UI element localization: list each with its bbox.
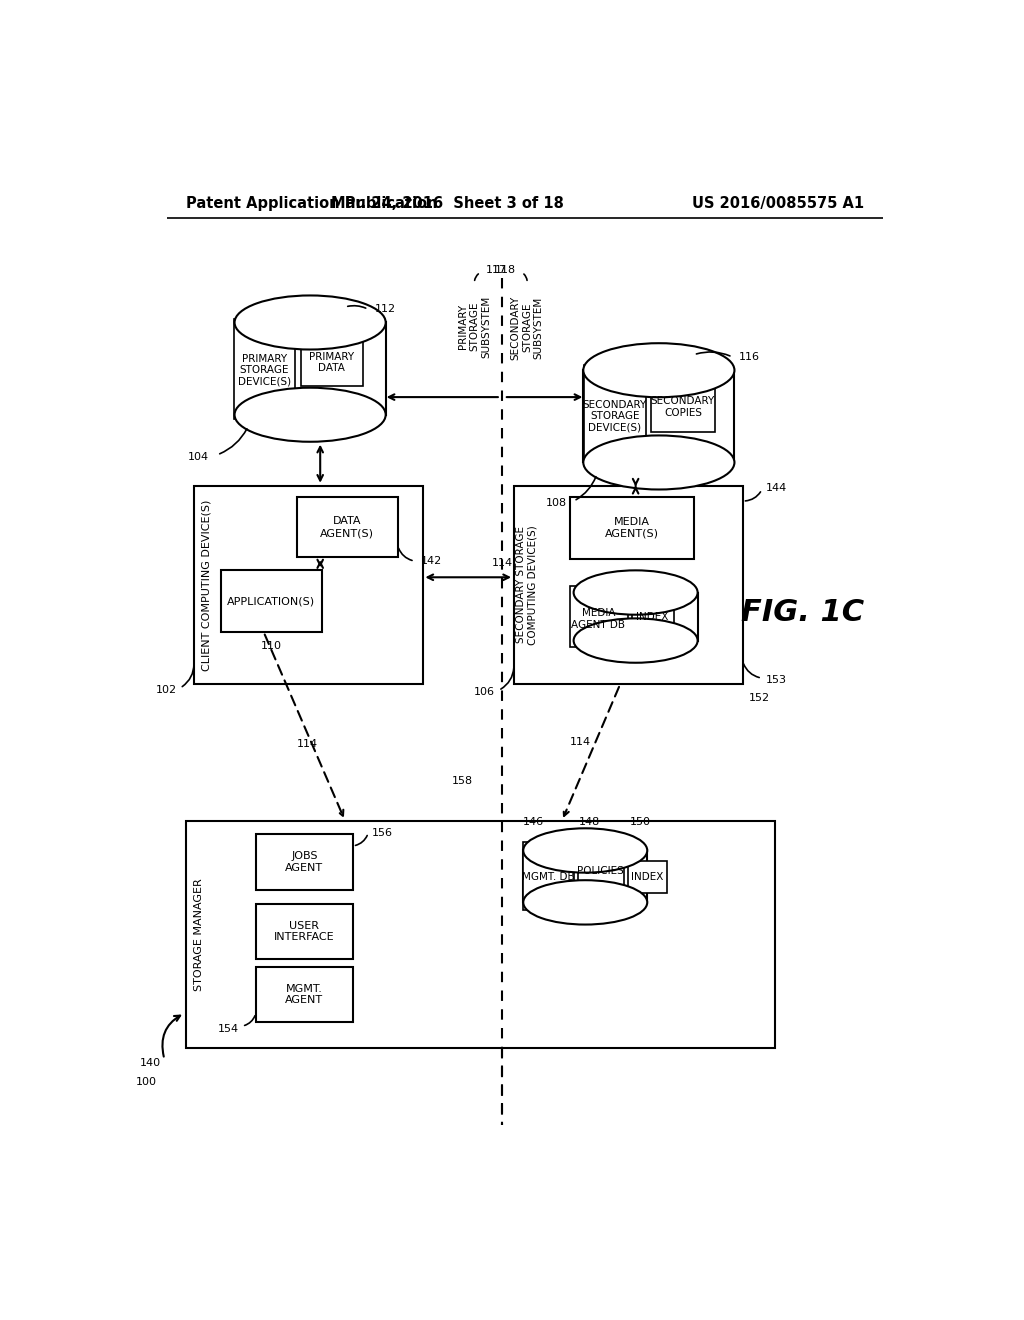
Text: 144: 144 xyxy=(766,483,787,492)
Text: 112: 112 xyxy=(375,305,395,314)
Text: 156: 156 xyxy=(372,828,393,838)
Ellipse shape xyxy=(573,570,697,615)
Text: 116: 116 xyxy=(738,352,760,362)
Bar xyxy=(584,370,734,462)
Bar xyxy=(573,593,697,640)
Text: 154: 154 xyxy=(218,1023,239,1034)
Bar xyxy=(256,966,352,1022)
Text: 146: 146 xyxy=(523,817,545,828)
Text: PRIMARY
STORAGE
DEVICE(S): PRIMARY STORAGE DEVICE(S) xyxy=(238,354,291,387)
Text: CLIENT COMPUTING DEVICE(S): CLIENT COMPUTING DEVICE(S) xyxy=(202,499,211,671)
Bar xyxy=(632,595,675,638)
Ellipse shape xyxy=(234,388,386,442)
Text: MGMT. DB: MGMT. DB xyxy=(522,871,574,882)
Text: SECONDARY
STORAGE
SUBSYSTEM: SECONDARY STORAGE SUBSYSTEM xyxy=(511,296,544,360)
Text: Mar. 24, 2016  Sheet 3 of 18: Mar. 24, 2016 Sheet 3 of 18 xyxy=(331,195,564,211)
Bar xyxy=(234,318,295,418)
Bar xyxy=(584,364,646,465)
Bar xyxy=(578,851,624,890)
Text: PRIMARY
DATA: PRIMARY DATA xyxy=(309,351,354,374)
Bar xyxy=(569,498,693,558)
Text: Patent Application Publication: Patent Application Publication xyxy=(186,195,437,211)
Text: INDEX: INDEX xyxy=(637,611,669,622)
Bar xyxy=(221,570,322,632)
Text: MEDIA
AGENT(S): MEDIA AGENT(S) xyxy=(605,517,658,539)
Text: 142: 142 xyxy=(421,556,442,566)
Text: 148: 148 xyxy=(579,817,600,828)
Text: PRIMARY
STORAGE
SUBSYSTEM: PRIMARY STORAGE SUBSYSTEM xyxy=(458,296,492,358)
Bar xyxy=(569,586,628,647)
Bar xyxy=(297,498,397,557)
Text: 118: 118 xyxy=(495,265,515,275)
Ellipse shape xyxy=(523,880,647,924)
Ellipse shape xyxy=(584,343,734,397)
Text: JOBS
AGENT: JOBS AGENT xyxy=(286,851,324,873)
Text: 102: 102 xyxy=(156,685,177,696)
Ellipse shape xyxy=(584,436,734,490)
Bar xyxy=(256,904,352,960)
Text: STORAGE MANAGER: STORAGE MANAGER xyxy=(194,878,204,990)
Bar xyxy=(194,486,423,684)
Text: 140: 140 xyxy=(140,1059,162,1068)
Text: FIG. 1C: FIG. 1C xyxy=(740,598,864,627)
Text: 110: 110 xyxy=(261,640,282,651)
Text: 150: 150 xyxy=(630,817,651,828)
Text: APPLICATION(S): APPLICATION(S) xyxy=(227,597,315,606)
Bar xyxy=(523,850,647,903)
Text: 114: 114 xyxy=(492,558,513,569)
Text: DATA
AGENT(S): DATA AGENT(S) xyxy=(321,516,375,539)
Text: 106: 106 xyxy=(473,686,495,697)
Text: SECONDARY
STORAGE
DEVICE(S): SECONDARY STORAGE DEVICE(S) xyxy=(583,400,647,433)
Bar xyxy=(234,322,386,414)
Text: 117: 117 xyxy=(486,265,507,275)
Text: POLICIES: POLICIES xyxy=(578,866,624,875)
Ellipse shape xyxy=(573,618,697,663)
Bar xyxy=(651,378,715,432)
Text: US 2016/0085575 A1: US 2016/0085575 A1 xyxy=(692,195,864,211)
Text: 114: 114 xyxy=(569,737,591,747)
Text: 158: 158 xyxy=(453,776,473,785)
Bar xyxy=(256,834,352,890)
Text: SECONDARY STORAGE
COMPUTING DEVICE(S): SECONDARY STORAGE COMPUTING DEVICE(S) xyxy=(515,525,538,645)
Text: 100: 100 xyxy=(135,1077,157,1088)
Text: MGMT.
AGENT: MGMT. AGENT xyxy=(286,983,324,1006)
Text: SECONDARY
COPIES: SECONDARY COPIES xyxy=(651,396,715,418)
Bar xyxy=(523,842,573,909)
Bar xyxy=(514,486,742,684)
Text: 153: 153 xyxy=(766,676,786,685)
Text: 108: 108 xyxy=(546,499,566,508)
Text: INDEX: INDEX xyxy=(631,871,664,882)
Ellipse shape xyxy=(234,296,386,350)
Text: MEDIA
AGENT DB: MEDIA AGENT DB xyxy=(571,609,626,630)
Text: 114: 114 xyxy=(297,739,317,748)
Text: 104: 104 xyxy=(188,453,209,462)
Bar xyxy=(301,334,362,387)
Bar xyxy=(186,821,775,1048)
Ellipse shape xyxy=(523,829,647,873)
Text: 152: 152 xyxy=(749,693,770,704)
Text: USER
INTERFACE: USER INTERFACE xyxy=(274,920,335,942)
Bar xyxy=(628,861,667,892)
